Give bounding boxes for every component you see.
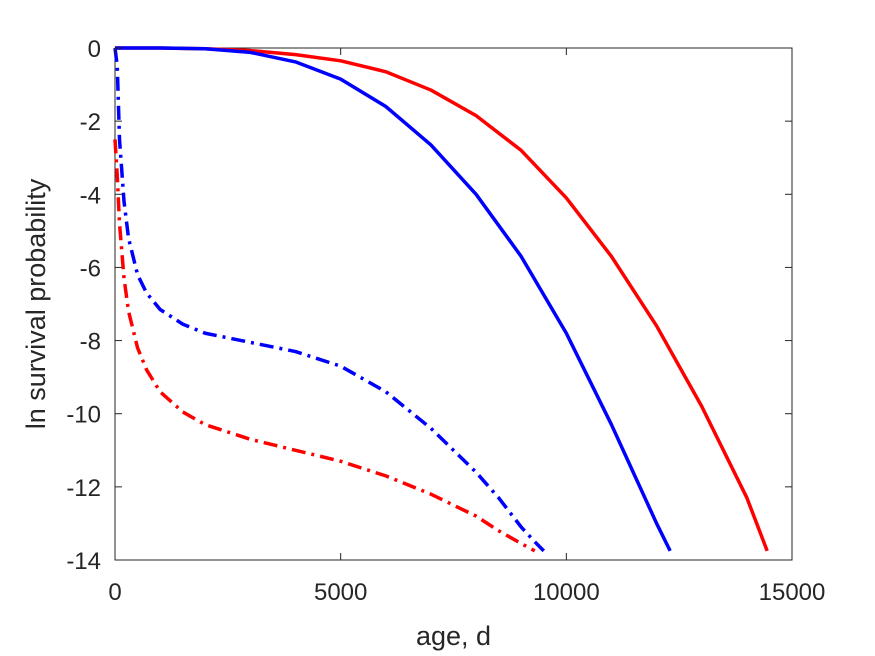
y-tick-label: -4 [80,182,101,209]
x-axis-label: age, d [416,621,491,651]
y-tick-label: 0 [88,36,101,63]
y-tick-label: -10 [66,402,101,429]
series-line-4 [113,139,536,553]
x-tick-label: 5000 [314,579,367,606]
plot-area [114,47,793,561]
x-tick-label: 15000 [759,579,826,606]
tick-layer: 0 5000 10000 15000 0 -2 -4 -6 -8 -10 -12 -14 [66,36,825,606]
y-tick-label: -2 [80,109,101,136]
y-tick-label: -14 [66,548,101,575]
y-axis-label: ln survival probability [21,178,51,429]
x-tick-label: 0 [108,579,121,606]
y-tick-label: -8 [80,329,101,356]
y-tick-label: -6 [80,255,101,282]
x-tick-label: 10000 [533,579,600,606]
series-line-2 [115,46,672,552]
series-layer [113,46,769,553]
y-tick-label: -12 [66,475,101,502]
